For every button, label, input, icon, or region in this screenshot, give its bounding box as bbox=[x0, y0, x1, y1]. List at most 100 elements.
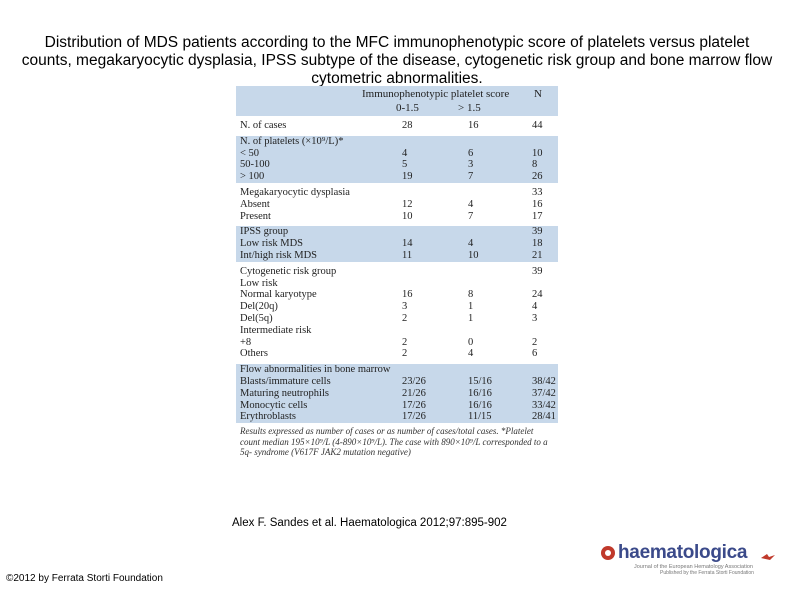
citation: Alex F. Sandes et al. Haematologica 2012… bbox=[232, 517, 507, 529]
cell-n: 8 bbox=[532, 159, 538, 171]
cell-score-low: 17/26 bbox=[402, 411, 426, 423]
cell-score-low: 28 bbox=[402, 120, 413, 131]
cell-score-high: 16 bbox=[468, 120, 479, 131]
cell-score-low: 21/26 bbox=[402, 387, 426, 399]
table-row: Del(5q) 2 1 3 bbox=[236, 313, 558, 325]
data-table: Immunophenotypic platelet score N 0-1.5 … bbox=[236, 86, 558, 520]
cell-score-low: 16 bbox=[402, 289, 413, 301]
copyright: ©2012 by Ferrata Storti Foundation bbox=[6, 573, 163, 584]
cell-score-low: 17/26 bbox=[402, 399, 426, 411]
table-row: Maturing neutrophils 21/26 16/16 37/42 bbox=[236, 387, 558, 400]
table-row: < 50 4 6 10 bbox=[236, 147, 558, 160]
row-label: Maturing neutrophils bbox=[240, 387, 329, 399]
cell-n: 26 bbox=[532, 171, 543, 183]
row-label: Monocytic cells bbox=[240, 399, 308, 411]
cell-score-high: 7 bbox=[468, 171, 474, 183]
cell-score-low: 3 bbox=[402, 301, 408, 313]
header-col-high: > 1.5 bbox=[458, 102, 481, 114]
cell-score-high: 4 bbox=[468, 238, 474, 250]
cell-n: 28/41 bbox=[532, 411, 556, 423]
row-label: Present bbox=[240, 210, 271, 222]
cell-score-low: 2 bbox=[402, 336, 408, 348]
row-label: +8 bbox=[240, 336, 252, 348]
row-label: Others bbox=[240, 348, 268, 360]
cell-score-low: 14 bbox=[402, 238, 413, 250]
row-label: Flow abnormalities in bone marrow bbox=[240, 364, 391, 376]
cell-n: 39 bbox=[532, 265, 543, 277]
cell-score-low: 23/26 bbox=[402, 375, 426, 387]
cell-score-high: 3 bbox=[468, 159, 474, 171]
table-row: Low risk MDS 14 4 18 bbox=[236, 238, 558, 250]
row-label: Low risk bbox=[240, 277, 278, 289]
cell-score-high: 0 bbox=[468, 336, 474, 348]
table-row: Normal karyotype 16 8 24 bbox=[236, 289, 558, 301]
row-label: Erythroblasts bbox=[240, 411, 296, 423]
row-label: < 50 bbox=[240, 147, 260, 159]
table-row: Present 10 7 17 bbox=[236, 211, 558, 223]
cell-score-high: 6 bbox=[468, 147, 474, 159]
logo-bird-icon bbox=[761, 554, 775, 560]
table-row: Low risk bbox=[236, 278, 558, 290]
cell-score-low: 11 bbox=[402, 249, 413, 261]
table-row: 50-100 5 3 8 bbox=[236, 159, 558, 172]
cell-score-high: 15/16 bbox=[468, 375, 492, 387]
cell-score-low: 5 bbox=[402, 159, 408, 171]
table-row: Megakaryocytic dysplasia 33 bbox=[236, 187, 558, 199]
header-n: N bbox=[534, 88, 542, 100]
table-row: N. of platelets (×10⁹/L)* bbox=[236, 135, 558, 148]
row-label: Del(20q) bbox=[240, 301, 278, 313]
cell-n: 37/42 bbox=[532, 387, 556, 399]
table-row: Cytogenetic risk group 39 bbox=[236, 266, 558, 278]
row-label: N. of platelets (×10⁹/L)* bbox=[240, 135, 344, 147]
table-row: Monocytic cells 17/26 16/16 33/42 bbox=[236, 399, 558, 412]
cell-score-high: 10 bbox=[468, 249, 479, 261]
row-label: IPSS group bbox=[240, 226, 289, 238]
cell-n: 18 bbox=[532, 238, 543, 250]
cell-n: 38/42 bbox=[532, 375, 556, 387]
cell-n: 33 bbox=[532, 186, 543, 198]
table-row: IPSS group 39 bbox=[236, 226, 558, 239]
table-row: > 100 19 7 26 bbox=[236, 171, 558, 183]
row-label: Normal karyotype bbox=[240, 289, 317, 301]
row-label: Megakaryocytic dysplasia bbox=[240, 186, 350, 198]
logo-tagline-2: Published by the Ferrata Storti Foundati… bbox=[660, 570, 754, 576]
table-row: Blasts/immature cells 23/26 15/16 38/42 bbox=[236, 375, 558, 388]
cell-score-low: 10 bbox=[402, 210, 413, 222]
table-header: Immunophenotypic platelet score N 0-1.5 … bbox=[236, 86, 558, 116]
table-row: Erythroblasts 17/26 11/15 28/41 bbox=[236, 411, 558, 424]
table-row: Flow abnormalities in bone marrow bbox=[236, 364, 558, 376]
cell-score-low: 19 bbox=[402, 171, 413, 183]
cell-score-high: 1 bbox=[468, 301, 474, 313]
table-row: N. of cases 28 16 44 bbox=[236, 120, 558, 132]
table-row: +8 2 0 2 bbox=[236, 337, 558, 349]
cell-n: 4 bbox=[532, 301, 538, 313]
cell-n: 2 bbox=[532, 336, 538, 348]
row-label: Absent bbox=[240, 198, 270, 210]
cell-n: 6 bbox=[532, 348, 538, 360]
logo-brand: haematologica bbox=[618, 542, 748, 563]
cell-score-high: 11/15 bbox=[468, 411, 492, 423]
cell-score-high: 16/16 bbox=[468, 399, 492, 411]
row-label: > 100 bbox=[240, 171, 265, 183]
logo-mark-icon bbox=[601, 546, 615, 560]
cell-n: 33/42 bbox=[532, 399, 556, 411]
cell-n: 16 bbox=[532, 198, 543, 210]
cell-score-low: 2 bbox=[402, 312, 408, 324]
table-row: Int/high risk MDS 11 10 21 bbox=[236, 249, 558, 262]
haematologica-logo: haematologica Journal of the European He… bbox=[600, 542, 780, 576]
table-row: Absent 12 4 16 bbox=[236, 199, 558, 211]
cell-score-high: 8 bbox=[468, 289, 474, 301]
cell-n: 10 bbox=[532, 147, 543, 159]
cell-n: 44 bbox=[532, 120, 543, 131]
cell-n: 21 bbox=[532, 249, 543, 261]
row-label: Low risk MDS bbox=[240, 238, 304, 250]
cell-score-high: 16/16 bbox=[468, 387, 492, 399]
table-footnote: Results expressed as number of cases or … bbox=[240, 426, 548, 458]
row-label: Blasts/immature cells bbox=[240, 375, 331, 387]
table-row: Intermediate risk bbox=[236, 325, 558, 337]
row-label: Cytogenetic risk group bbox=[240, 265, 337, 277]
header-group-label: Immunophenotypic platelet score bbox=[362, 88, 510, 100]
row-label: Int/high risk MDS bbox=[240, 249, 318, 261]
cell-score-low: 2 bbox=[402, 348, 408, 360]
table-row: Del(20q) 3 1 4 bbox=[236, 301, 558, 313]
